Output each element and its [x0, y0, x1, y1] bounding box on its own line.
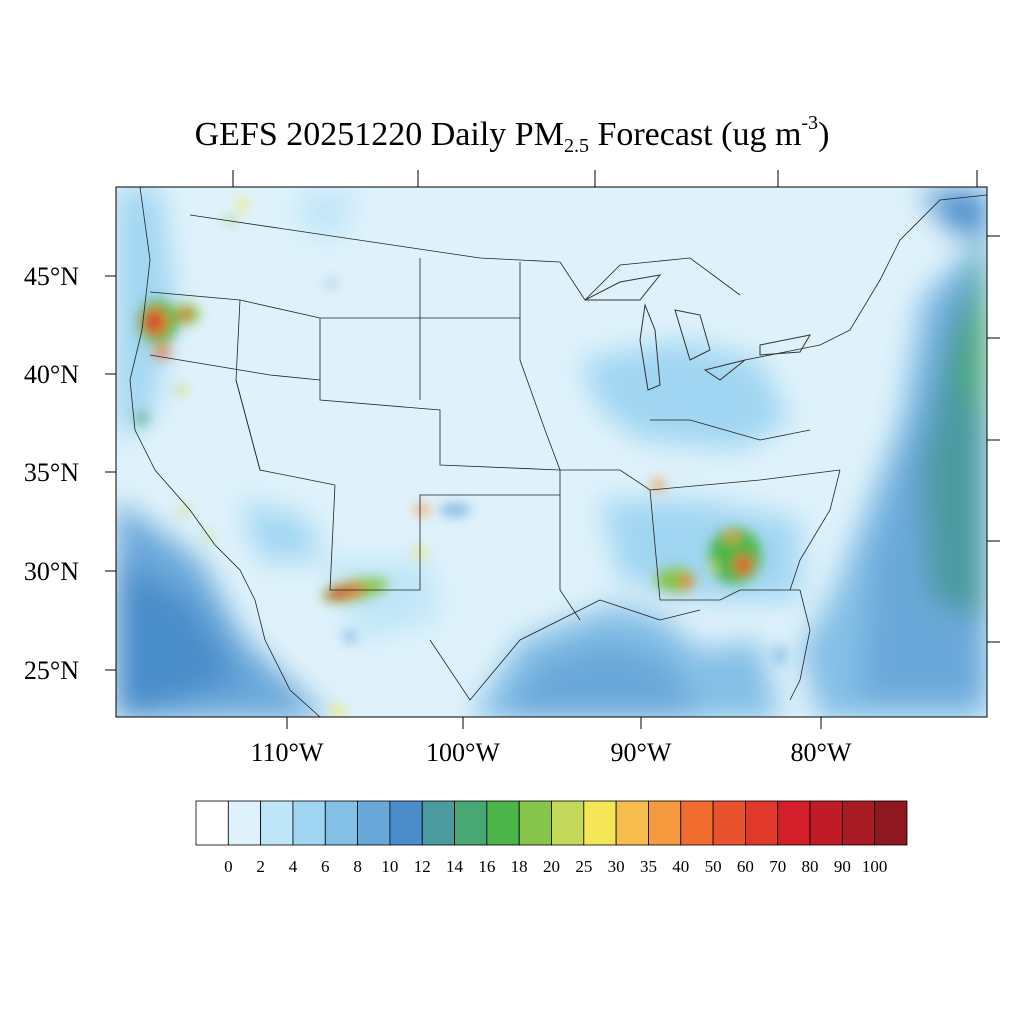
colorbar-label: 0 — [224, 857, 233, 876]
colorbar-label: 4 — [289, 857, 298, 876]
colorbar-label: 16 — [478, 857, 495, 876]
title-superscript: -3 — [801, 112, 819, 134]
colorbar-label: 14 — [446, 857, 464, 876]
lat-label: 30°N — [24, 557, 79, 586]
colorbar-label: 20 — [543, 857, 560, 876]
colorbar-label: 90 — [834, 857, 851, 876]
lat-axis: 45°N 40°N 35°N 30°N 25°N — [24, 262, 79, 685]
colorbar-swatch — [680, 800, 714, 846]
lon-label: 100°W — [426, 738, 500, 767]
lat-label: 25°N — [24, 656, 79, 685]
colorbar-label: 2 — [256, 857, 265, 876]
colorbar-swatch — [583, 800, 617, 846]
colorbar-swatch — [745, 800, 779, 846]
title-subscript: 2.5 — [563, 135, 589, 157]
colorbar-label: 50 — [705, 857, 722, 876]
boundaries — [129, 187, 987, 717]
colorbar-label: 12 — [414, 857, 431, 876]
lon-axis: 110°W 100°W 90°W 80°W — [251, 738, 852, 767]
colorbar-swatch — [195, 800, 229, 846]
title-prefix: GEFS 20251220 Daily PM — [194, 116, 564, 153]
colorbar-label: 6 — [321, 857, 330, 876]
colorbar-swatch — [227, 800, 262, 846]
great-lakes — [584, 274, 811, 391]
colorbar-swatch — [874, 800, 908, 846]
colorbar-swatch — [260, 800, 294, 846]
colorbar-label: 25 — [575, 857, 592, 876]
colorbar-swatch — [454, 800, 488, 846]
lat-label: 40°N — [24, 360, 79, 389]
colorbar-label: 30 — [608, 857, 625, 876]
title-suffix: ) — [818, 116, 830, 153]
colorbar-label: 40 — [672, 857, 689, 876]
colorbar-label: 70 — [769, 857, 786, 876]
title-middle: Forecast (ug m — [588, 116, 802, 153]
colorbar-swatch — [421, 800, 455, 846]
colorbar-swatch — [486, 800, 520, 846]
colorbar-swatch — [324, 800, 358, 846]
lon-label: 110°W — [251, 738, 324, 767]
map-title: GEFS 20251220 Daily PM2.5 Forecast (ug m… — [0, 112, 1024, 158]
colorbar-swatch — [841, 800, 876, 846]
map-field — [116, 187, 987, 717]
colorbar-swatch — [551, 800, 585, 846]
field-shading — [116, 187, 987, 717]
colorbar-swatch — [648, 800, 682, 846]
colorbar-label: 100 — [862, 857, 888, 876]
lat-label: 45°N — [24, 262, 79, 291]
colorbar-label: 10 — [381, 857, 398, 876]
colorbar-swatch — [777, 800, 811, 846]
colorbar-swatch — [389, 800, 423, 846]
colorbar: 0 2 4 6 8 10 12 14 16 18 20 25 30 35 40 50 60 70 80 90 100 — [195, 800, 908, 876]
colorbar-label: 80 — [802, 857, 819, 876]
colorbar-swatch — [712, 800, 746, 846]
hotspots — [137, 198, 786, 716]
colorbar-swatch — [292, 800, 326, 846]
colorbar-label: 35 — [640, 857, 657, 876]
lon-label: 80°W — [791, 738, 852, 767]
colorbar-swatch — [518, 800, 552, 846]
lat-label: 35°N — [24, 458, 79, 487]
colorbar-swatch — [809, 800, 843, 846]
colorbar-label: 8 — [353, 857, 362, 876]
colorbar-swatch — [357, 800, 391, 846]
axis-ticks — [105, 170, 1000, 729]
map-frame — [115, 186, 988, 718]
colorbar-label: 18 — [511, 857, 528, 876]
lon-label: 90°W — [611, 738, 672, 767]
colorbar-label: 60 — [737, 857, 754, 876]
colorbar-swatch — [615, 800, 649, 846]
